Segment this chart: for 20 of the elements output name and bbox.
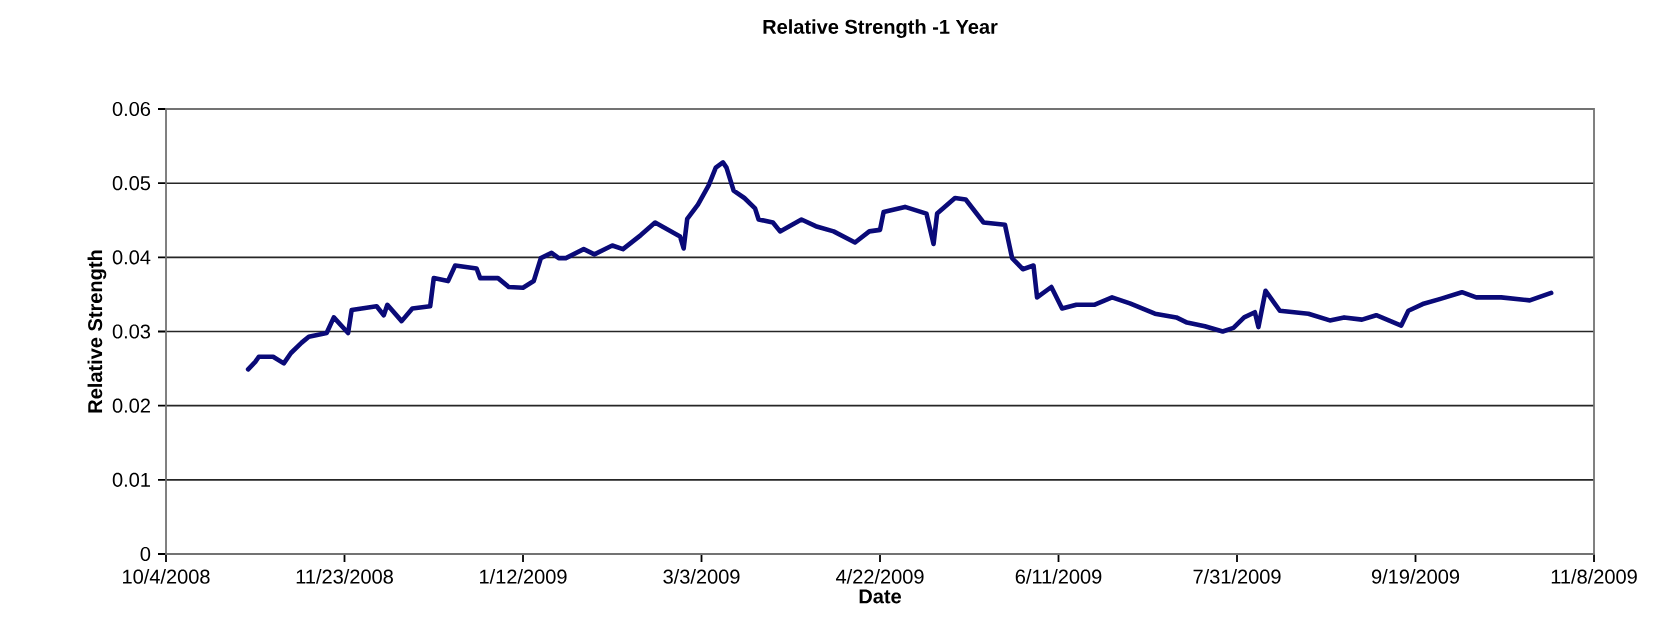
x-tick-label: 11/23/2008 xyxy=(296,569,393,584)
x-tick-label: 7/31/2009 xyxy=(1193,569,1281,584)
x-tick-label: 6/11/2009 xyxy=(1015,569,1102,584)
y-tick-label: 0.05 xyxy=(112,176,151,191)
x-tick-label: 3/3/2009 xyxy=(663,569,740,584)
y-tick-label: 0.02 xyxy=(112,398,150,413)
y-tick-label: 0.03 xyxy=(112,324,151,339)
x-tick-label: 10/4/2008 xyxy=(123,569,210,584)
x-axis-title: Date xyxy=(859,589,901,604)
y-tick-label: 0 xyxy=(140,546,151,562)
x-tick-label: 9/19/2009 xyxy=(1371,569,1460,584)
y-axis-title: Relative Strength xyxy=(87,250,107,413)
x-tick-label: 11/8/2009 xyxy=(1551,569,1637,584)
x-tick-label: 1/12/2009 xyxy=(480,569,567,584)
y-tick-label: 0.04 xyxy=(112,250,151,265)
line-series xyxy=(245,160,1554,372)
x-tick-label: 4/22/2009 xyxy=(835,569,924,584)
y-tick-label: 0.01 xyxy=(112,472,150,487)
y-tick-label: 0.06 xyxy=(112,101,151,117)
chart-title: Relative Strength -1 Year xyxy=(763,19,998,38)
